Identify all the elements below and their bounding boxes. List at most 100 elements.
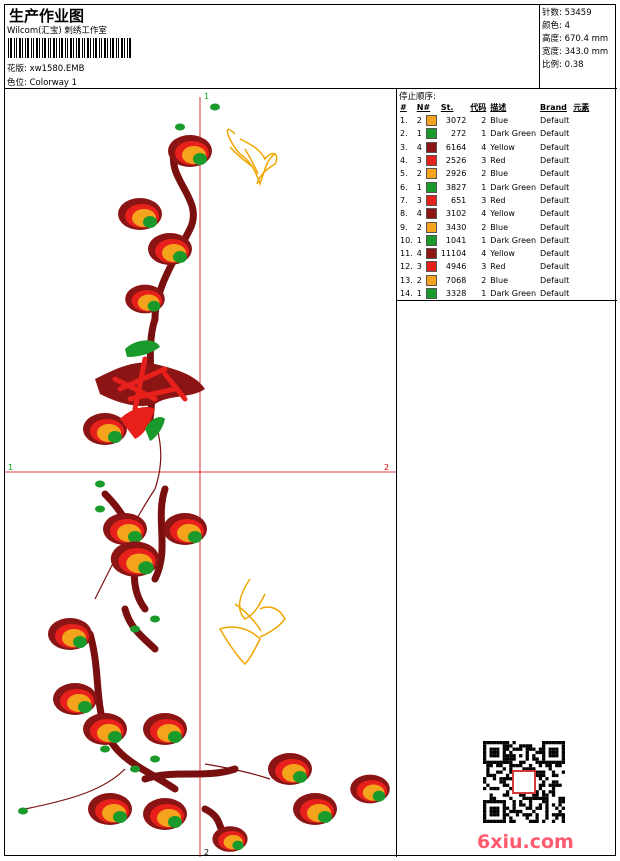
row-swatch bbox=[424, 114, 439, 127]
row-brand: Default bbox=[540, 156, 570, 166]
flower-blossom bbox=[110, 541, 160, 577]
row-code: 1 bbox=[481, 129, 487, 139]
col-desc: 描述 bbox=[490, 103, 507, 112]
row-element bbox=[571, 167, 591, 180]
row-index: 11. bbox=[400, 249, 413, 259]
col-element: 元素 bbox=[573, 103, 590, 112]
row-index: 12. bbox=[400, 262, 413, 272]
flower-blossom bbox=[83, 713, 127, 745]
row-stitches: 651 bbox=[451, 195, 467, 205]
flower-bud bbox=[150, 755, 160, 763]
flower-bud bbox=[130, 625, 140, 633]
flower-blossom bbox=[168, 135, 212, 167]
row-brand: Default bbox=[540, 289, 570, 298]
table-row: 11. 4 11104 4 Yellow Default bbox=[398, 247, 591, 260]
row-code: 4 bbox=[481, 209, 487, 219]
row-index: 6. bbox=[400, 182, 408, 192]
flower-blossom bbox=[125, 284, 165, 314]
table-row: 13. 2 7068 2 Blue Default bbox=[398, 274, 591, 287]
guide-label-top: 1 bbox=[204, 92, 209, 101]
row-element bbox=[571, 287, 591, 300]
row-code: 1 bbox=[481, 235, 487, 245]
table-row: 8. 4 3102 4 Yellow Default bbox=[398, 207, 591, 220]
color-swatch bbox=[425, 168, 437, 180]
color-swatch bbox=[425, 181, 437, 193]
row-element bbox=[571, 247, 591, 260]
table-row: 10. 1 1041 1 Dark Green Default bbox=[398, 234, 591, 247]
row-swatch bbox=[424, 180, 439, 193]
row-needle: 2 bbox=[416, 222, 422, 232]
row-desc: Dark Green bbox=[490, 182, 537, 192]
flower-bud bbox=[18, 807, 28, 815]
row-element bbox=[571, 180, 591, 193]
row-brand: Default bbox=[540, 195, 570, 205]
row-stitches: 11104 bbox=[440, 249, 467, 259]
col-needle: N# bbox=[416, 103, 431, 112]
row-needle: 4 bbox=[416, 209, 422, 219]
row-needle: 2 bbox=[416, 169, 422, 179]
stop-sequence-title: 停止顺序: bbox=[399, 92, 436, 102]
row-needle: 2 bbox=[416, 275, 422, 285]
row-index: 10. bbox=[400, 235, 413, 245]
spec-panel: 针数: 53459 颜色: 4 高度: 670.4 mm 宽度: 343.0 m… bbox=[540, 5, 617, 89]
table-header-row: # N# St. 代码 描述 Brand 元素 bbox=[398, 101, 591, 114]
spec-width: 宽度: 343.0 mm bbox=[542, 47, 609, 57]
row-stitches: 2526 bbox=[445, 156, 467, 166]
butterfly-bottom bbox=[218, 578, 286, 666]
row-swatch bbox=[424, 141, 439, 154]
row-needle: 3 bbox=[416, 156, 422, 166]
row-desc: Blue bbox=[490, 116, 508, 126]
table-row: 1. 2 3072 2 Blue Default bbox=[398, 114, 591, 127]
row-element bbox=[571, 207, 591, 220]
company-name: Wilcom(汇宝) 刺绣工作室 bbox=[7, 26, 107, 36]
flower-blossom bbox=[350, 774, 390, 804]
row-needle: 1 bbox=[416, 235, 422, 245]
design-canvas: 1 2 1 2 bbox=[5, 89, 397, 857]
row-stitches: 3328 bbox=[445, 289, 467, 298]
flower-blossom bbox=[293, 793, 337, 825]
row-code: 4 bbox=[481, 249, 487, 259]
table-row: 6. 1 3827 1 Dark Green Default bbox=[398, 180, 591, 193]
row-code: 3 bbox=[481, 262, 487, 272]
row-swatch bbox=[424, 207, 439, 220]
row-swatch bbox=[424, 127, 439, 140]
row-brand: Default bbox=[540, 235, 570, 245]
row-element bbox=[571, 274, 591, 287]
row-swatch bbox=[424, 194, 439, 207]
flower-blossom bbox=[148, 233, 192, 265]
embroidery-design: 1 2 1 2 bbox=[5, 92, 396, 857]
row-code: 2 bbox=[481, 116, 487, 126]
pattern-line: 花版: xw1580.EMB bbox=[7, 62, 84, 74]
row-stitches: 6164 bbox=[445, 142, 467, 152]
row-element bbox=[571, 260, 591, 273]
row-element bbox=[571, 154, 591, 167]
flower-clusters bbox=[18, 103, 390, 852]
row-desc: Dark Green bbox=[490, 129, 537, 139]
row-element bbox=[571, 234, 591, 247]
col-brand: Brand bbox=[540, 103, 567, 112]
header-info: 生产作业图 Wilcom(汇宝) 刺绣工作室 花版: xw1580.EMB 色位… bbox=[5, 5, 540, 89]
row-code: 2 bbox=[481, 275, 487, 285]
table-row: 7. 3 651 3 Red Default bbox=[398, 194, 591, 207]
row-needle: 1 bbox=[416, 129, 422, 139]
color-swatch bbox=[425, 234, 437, 246]
row-brand: Default bbox=[540, 222, 570, 232]
guide-label-bottom: 2 bbox=[204, 848, 209, 857]
flower-bud bbox=[150, 615, 160, 623]
row-desc: Red bbox=[490, 262, 506, 272]
row-index: 1. bbox=[400, 116, 408, 126]
row-swatch bbox=[424, 260, 439, 273]
row-desc: Red bbox=[490, 156, 506, 166]
row-needle: 4 bbox=[416, 249, 422, 259]
color-swatch bbox=[425, 115, 437, 127]
row-stitches: 7068 bbox=[445, 275, 467, 285]
flower-blossom bbox=[268, 753, 312, 785]
row-brand: Default bbox=[540, 142, 570, 152]
row-stitches: 3827 bbox=[445, 182, 467, 192]
row-brand: Default bbox=[540, 182, 570, 192]
barcode bbox=[8, 38, 131, 58]
row-stitches: 3102 bbox=[445, 209, 467, 219]
row-brand: Default bbox=[540, 209, 570, 219]
table-row: 4. 3 2526 3 Red Default bbox=[398, 154, 591, 167]
row-swatch bbox=[424, 154, 439, 167]
